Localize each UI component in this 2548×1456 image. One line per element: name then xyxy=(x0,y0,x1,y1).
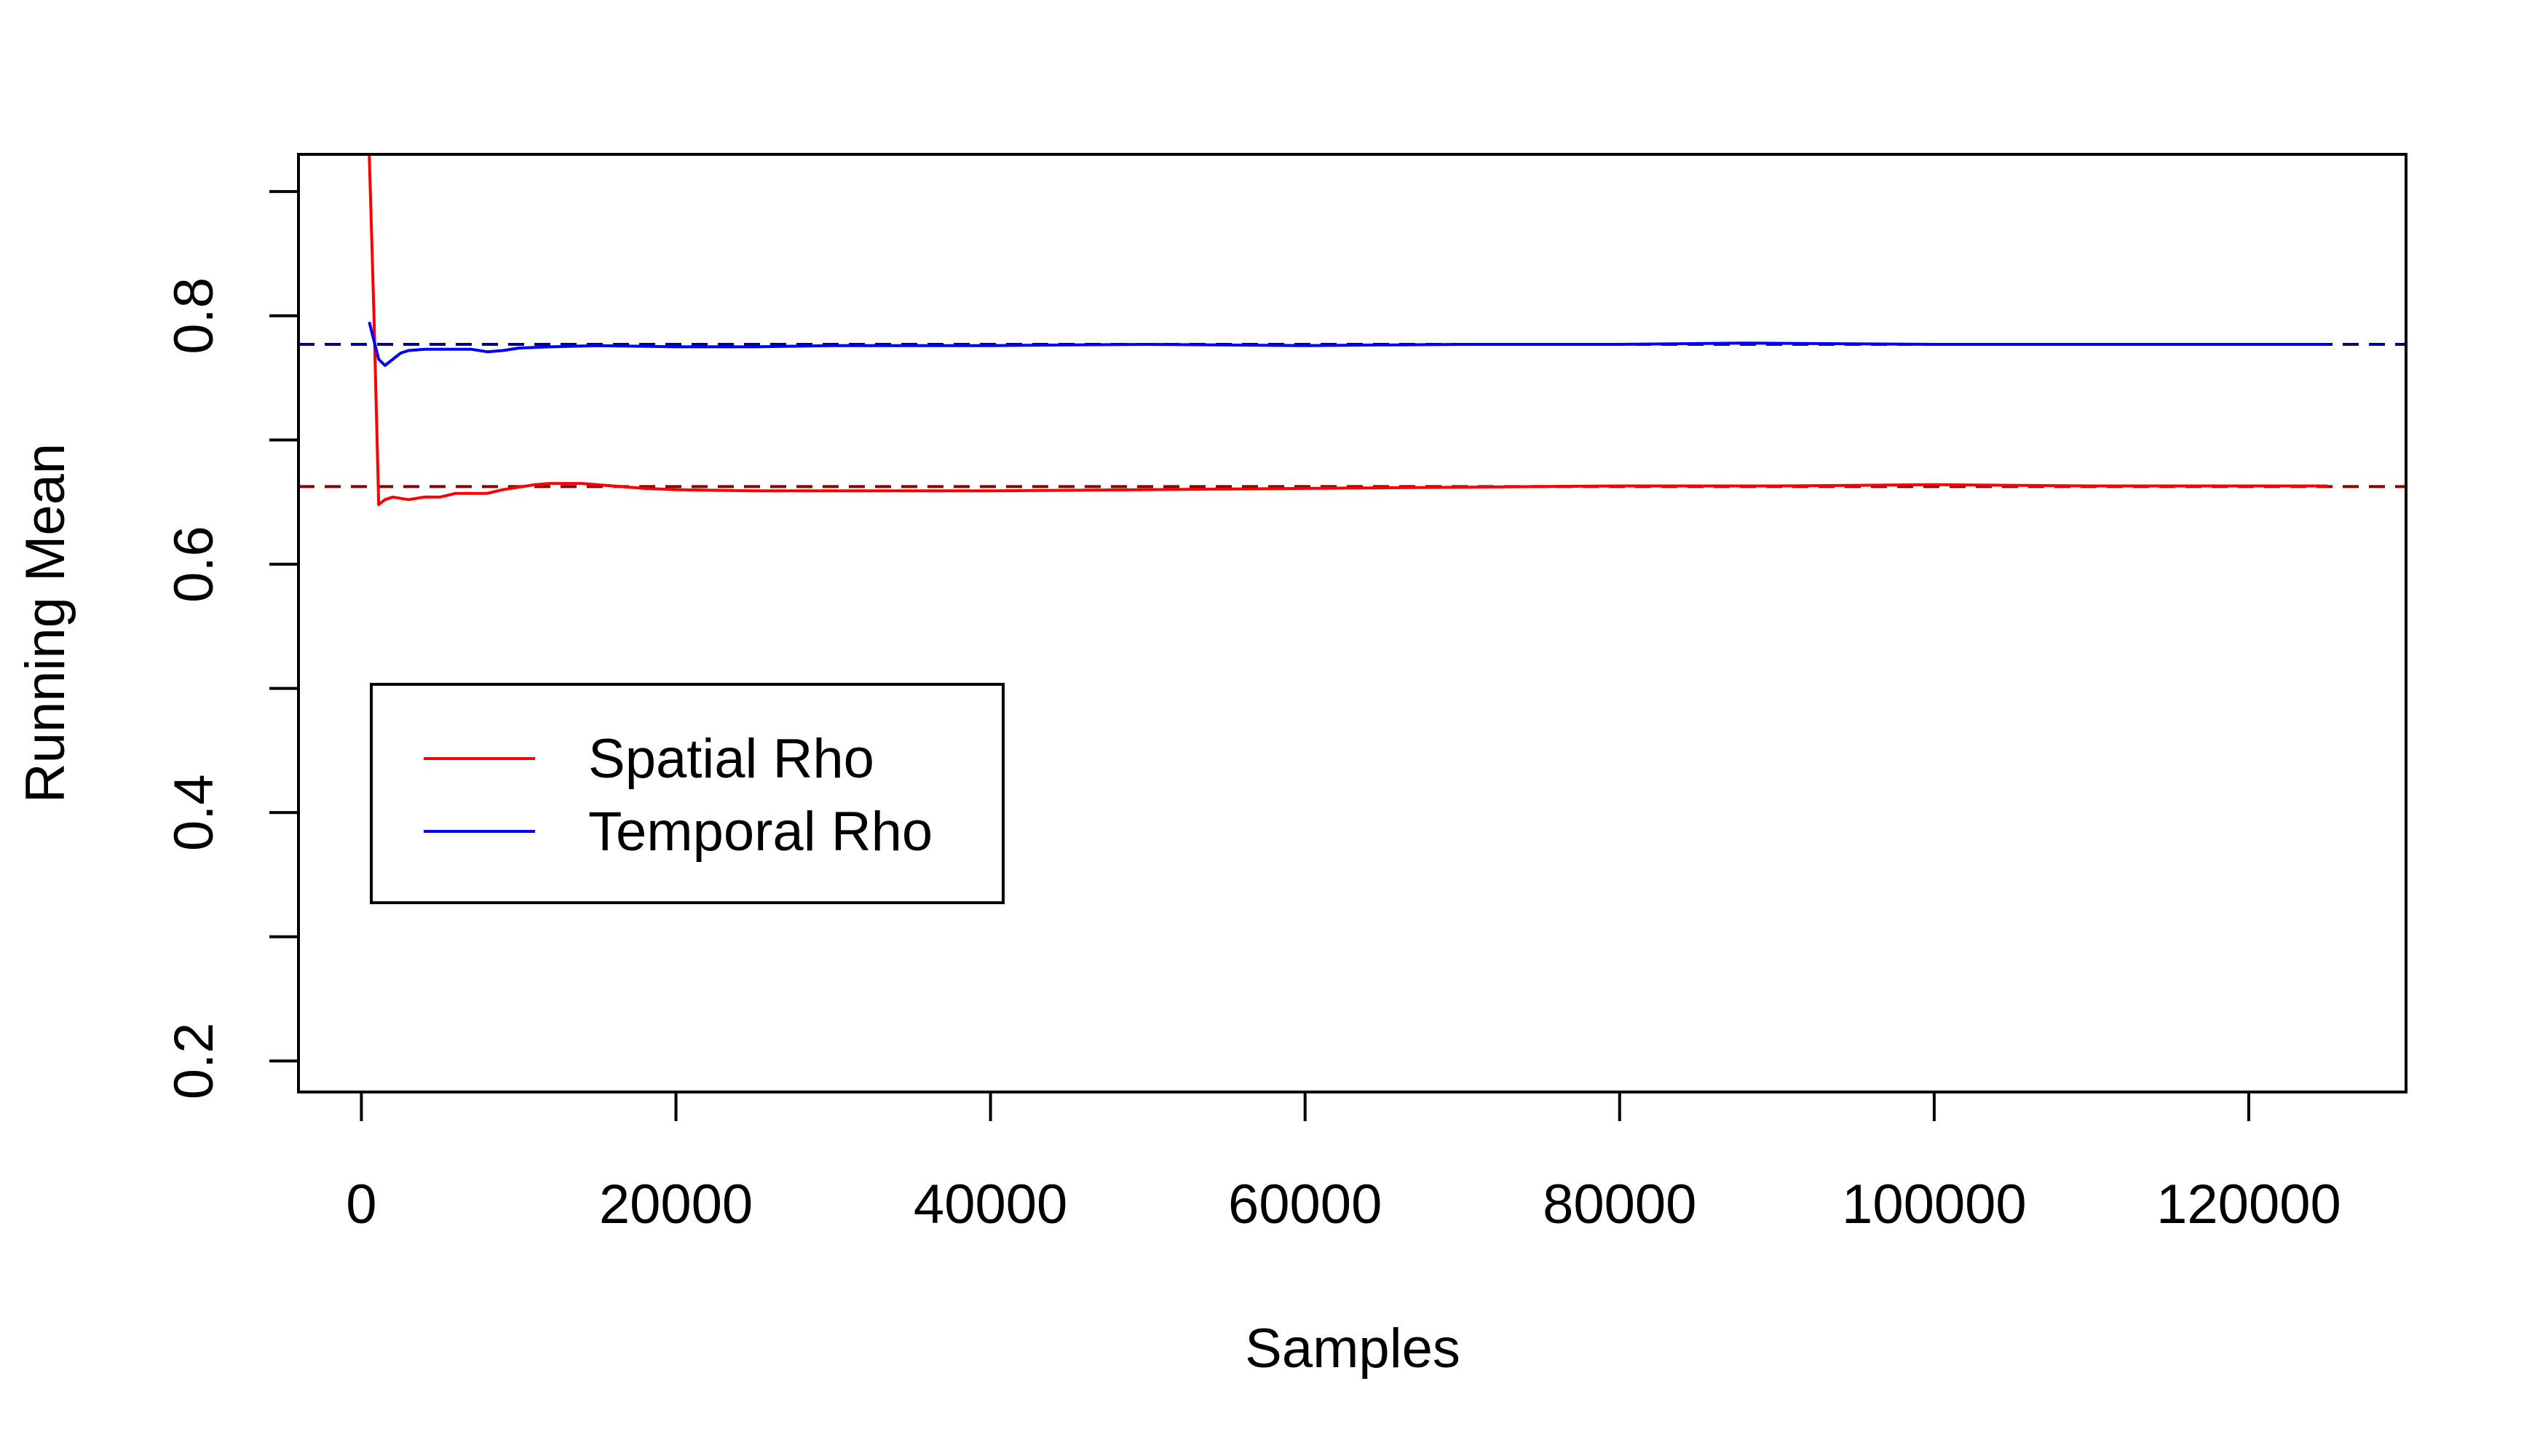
x-tick-label: 20000 xyxy=(599,1174,753,1235)
y-tick-label: 0.2 xyxy=(163,1023,225,1100)
x-axis: 0 20000 40000 60000 80000 100000 120000 xyxy=(346,1091,2341,1235)
legend-box xyxy=(370,683,1005,904)
x-tick-label: 60000 xyxy=(1228,1174,1382,1235)
series-line-spatial-rho xyxy=(368,154,2327,507)
y-tick-label: 0.6 xyxy=(163,526,225,603)
x-tick-label: 100000 xyxy=(1842,1174,2027,1235)
legend-label-spatial-rho: Spatial Rho xyxy=(588,728,874,790)
y-axis-title: Running Mean xyxy=(15,443,76,803)
x-tick-label: 0 xyxy=(346,1174,376,1235)
series-lines xyxy=(368,154,2327,507)
x-tick-label: 40000 xyxy=(914,1174,1067,1235)
legend: Spatial Rho Temporal Rho xyxy=(370,683,1005,904)
y-tick-label: 0.4 xyxy=(163,774,225,851)
y-axis: 0.2 0.4 0.6 0.8 xyxy=(163,190,300,1100)
x-tick-label: 120000 xyxy=(2156,1174,2341,1235)
series-line-temporal-rho xyxy=(368,321,2327,367)
legend-label-temporal-rho: Temporal Rho xyxy=(588,801,933,863)
x-axis-title: Samples xyxy=(1245,1318,1460,1380)
x-tick-label: 80000 xyxy=(1543,1174,1696,1235)
y-tick-label: 0.8 xyxy=(163,277,225,355)
